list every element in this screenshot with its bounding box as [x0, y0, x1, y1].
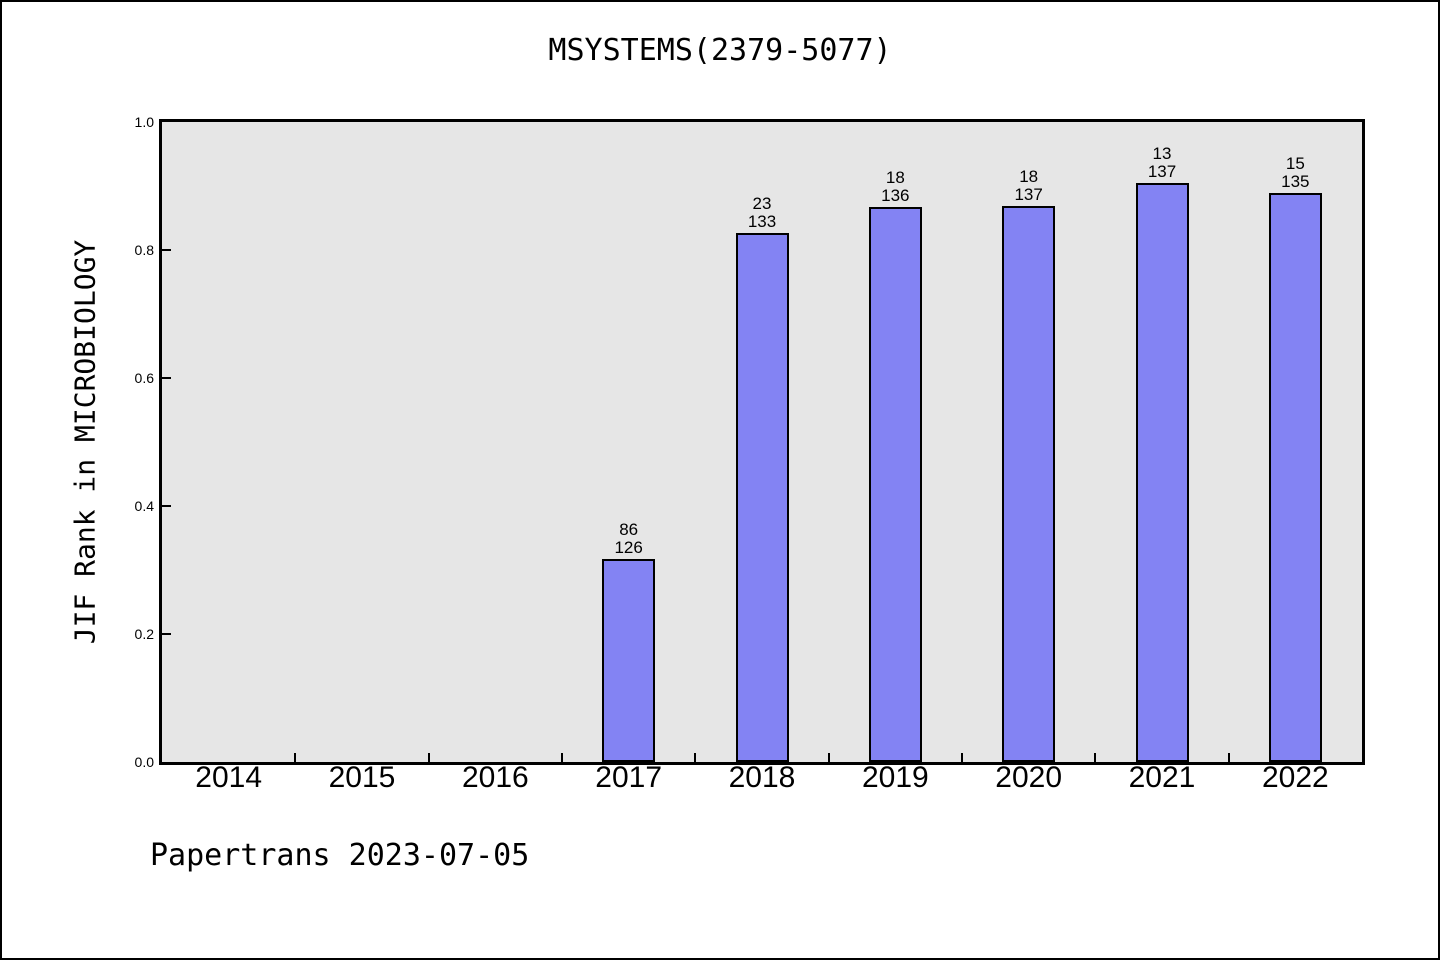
- bar-2019: [868, 207, 922, 762]
- x-tick-mark: [827, 753, 830, 762]
- x-tick-label: 2017: [595, 761, 663, 794]
- x-tick-label: 2020: [995, 761, 1063, 794]
- x-tick-mark: [294, 753, 297, 762]
- bar-value-label: 18 136: [835, 169, 955, 205]
- bar-total-value: 126: [614, 538, 643, 557]
- plot-area: 86 126 23 133 18 136 18 137 13 137 15 135: [159, 119, 1365, 765]
- bar-value-label: 86 126: [569, 521, 689, 557]
- footer-text: Papertrans 2023-07-05: [150, 838, 530, 873]
- y-tick-label: 0.4: [134, 498, 154, 514]
- bar-2022: [1268, 193, 1322, 762]
- x-tick-mark: [694, 753, 697, 762]
- bar-rank-value: 23: [752, 194, 772, 213]
- bar-2017: [602, 559, 656, 762]
- bar-rank-value: 18: [1019, 167, 1039, 186]
- y-tick-mark: [162, 505, 171, 507]
- bar-total-value: 133: [747, 212, 777, 231]
- y-tick-label: 0.0: [134, 754, 154, 770]
- bar-2020: [1002, 206, 1056, 762]
- x-tick-label: 2015: [328, 761, 396, 794]
- x-tick-label: 2022: [1261, 761, 1329, 794]
- x-tick-label: 2021: [1128, 761, 1196, 794]
- bar-rank-value: 86: [619, 520, 639, 539]
- bar-value-label: 23 133: [702, 195, 822, 231]
- bar-rank-value: 15: [1285, 154, 1305, 173]
- y-tick-mark: [162, 633, 171, 635]
- x-tick-label: 2016: [461, 761, 529, 794]
- x-tick-mark: [561, 753, 563, 762]
- bar-2021: [1135, 183, 1189, 762]
- bar-value-label: 13 137: [1102, 145, 1222, 181]
- bar-rank-value: 13: [1152, 144, 1172, 163]
- bar-2018: [735, 233, 789, 762]
- y-tick-label: 0.2: [134, 626, 154, 642]
- chart-title: MSYSTEMS(2379-5077): [548, 33, 892, 68]
- x-tick-label: 2019: [861, 761, 929, 794]
- bar-total-value: 137: [1014, 185, 1043, 204]
- x-tick-mark: [1227, 753, 1230, 762]
- bar-rank-value: 18: [885, 168, 905, 187]
- y-tick-label: 1.0: [134, 114, 154, 130]
- bar-value-label: 18 137: [969, 168, 1089, 204]
- y-tick-mark: [162, 377, 171, 379]
- x-tick-mark: [961, 753, 963, 762]
- x-tick-label: 2014: [195, 761, 263, 794]
- x-tick-mark: [1094, 753, 1097, 762]
- bar-total-value: 135: [1281, 172, 1310, 191]
- bar-total-value: 137: [1147, 162, 1177, 181]
- y-tick-label: 0.6: [134, 370, 154, 386]
- y-tick-mark: [162, 249, 171, 251]
- y-tick-label: 0.8: [134, 242, 154, 258]
- x-tick-label: 2018: [728, 761, 796, 794]
- y-axis-label: JIF Rank in MICROBIOLOGY: [68, 239, 102, 645]
- bar-total-value: 136: [881, 186, 910, 205]
- x-tick-mark: [427, 753, 430, 762]
- bar-value-label: 15 135: [1235, 155, 1355, 191]
